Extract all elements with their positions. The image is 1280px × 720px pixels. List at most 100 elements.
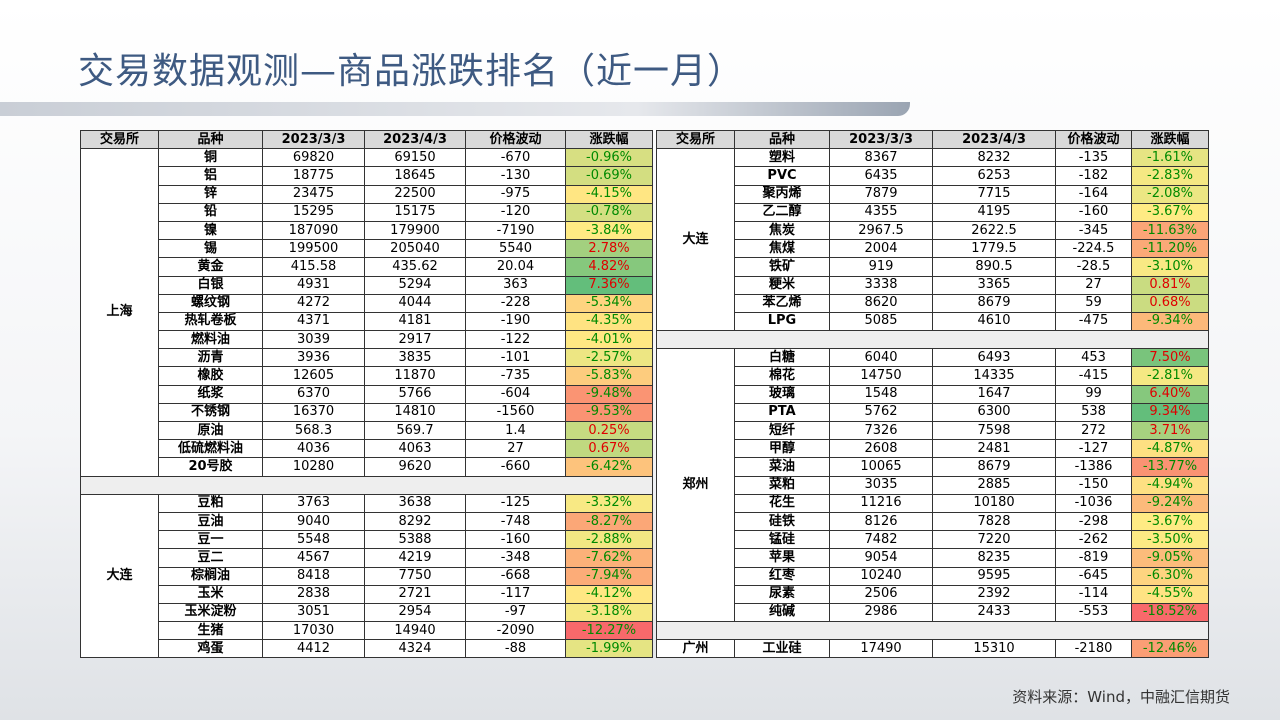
change: -224.5 (1055, 239, 1132, 259)
row: 红枣 10240 9595 -645 -6.30% (657, 566, 1209, 586)
row: 燃料油 3039 2917 -122 -4.01% (81, 330, 653, 350)
change: -120 (465, 202, 566, 222)
pct-change: -4.87% (1131, 439, 1209, 459)
price-end: 7220 (932, 530, 1056, 550)
name-cell: 硅铁 (734, 511, 830, 532)
name-cell: 热轧卷板 (158, 311, 263, 332)
row: 玻璃 1548 1647 99 6.40% (657, 384, 1209, 404)
row: 豆油 9040 8292 -748 -8.27% (81, 511, 653, 532)
price-start: 3338 (829, 275, 933, 295)
price-end: 14335 (932, 366, 1056, 386)
table: 交易所 品种 2023/3/3 2023/4/3 价格波动 涨跌幅 上海铜 69820 6915… (80, 129, 653, 659)
change: 99 (1055, 384, 1132, 404)
row: 20号胶 10280 9620 -660 -6.42% (81, 457, 653, 477)
change: -114 (1055, 584, 1132, 604)
row: 花生 11216 10180 -1036 -9.24% (657, 493, 1209, 513)
pct-change: -2.08% (1131, 184, 1209, 204)
price-start: 6370 (262, 384, 365, 404)
price-start: 11216 (829, 493, 933, 513)
pct-change: 0.67% (565, 439, 653, 459)
pct-change: -8.27% (565, 511, 653, 532)
pct-change: 0.25% (565, 420, 653, 441)
price-end: 6300 (932, 402, 1056, 423)
change: 363 (465, 275, 566, 295)
row: 铝 18775 18645 -130 -0.69% (81, 166, 653, 186)
name-cell: 花生 (734, 493, 830, 513)
price-end: 11870 (364, 366, 466, 386)
name-cell: 低硫燃料油 (158, 439, 263, 459)
price-start: 18775 (262, 166, 365, 186)
price-start: 69820 (262, 148, 365, 168)
price-start: 10280 (262, 457, 365, 477)
change: -122 (465, 330, 566, 350)
name-cell: 铝 (158, 166, 263, 186)
price-end: 22500 (364, 184, 466, 204)
gap-row (656, 330, 1209, 350)
row: 短纤 7326 7598 272 3.71% (657, 420, 1209, 441)
name-cell: 鸡蛋 (158, 639, 263, 659)
row: 热轧卷板 4371 4181 -190 -4.35% (81, 311, 653, 332)
pct-change: -6.30% (1131, 566, 1209, 586)
change: -975 (465, 184, 566, 204)
row: 菜粕 3035 2885 -150 -4.94% (657, 475, 1209, 495)
change: 1.4 (465, 420, 566, 441)
pct-change: -4.15% (565, 184, 653, 204)
name-cell: 聚丙烯 (734, 184, 830, 204)
price-end: 4044 (364, 293, 466, 313)
row: 苹果 9054 8235 -819 -9.05% (657, 548, 1209, 568)
name-cell: 甲醇 (734, 439, 830, 459)
price-start: 1548 (829, 384, 933, 404)
change: -1386 (1055, 457, 1132, 477)
price-end: 7715 (932, 184, 1056, 204)
price-end: 5766 (364, 384, 466, 404)
row: 黄金 415.58 435.62 20.04 4.82% (81, 257, 653, 277)
row: 粳米 3338 3365 27 0.81% (657, 275, 1209, 295)
name-cell: 镍 (158, 220, 263, 241)
name-cell: 锌 (158, 184, 263, 204)
name-cell: 锰硅 (734, 530, 830, 550)
pct-change: -12.27% (565, 621, 653, 641)
price-start: 3763 (262, 493, 365, 513)
change: -670 (465, 148, 566, 168)
pct-change: -9.48% (565, 384, 653, 404)
row: 生猪 17030 14940 -2090 -12.27% (81, 621, 653, 641)
pct-change: -4.55% (1131, 584, 1209, 604)
price-start: 415.58 (262, 257, 365, 277)
price-end: 2954 (364, 602, 466, 623)
price-start: 17490 (829, 639, 933, 659)
price-end: 3638 (364, 493, 466, 513)
pct-change: 0.81% (1131, 275, 1209, 295)
price-start: 2004 (829, 239, 933, 259)
change: -150 (1055, 475, 1132, 495)
price-start: 3051 (262, 602, 365, 623)
change: -182 (1055, 166, 1132, 186)
row: 铁矿 919 890.5 -28.5 -3.10% (657, 257, 1209, 277)
change: -748 (465, 511, 566, 532)
name-cell: 焦煤 (734, 239, 830, 259)
name-cell: 豆二 (158, 548, 263, 568)
change: -475 (1055, 311, 1132, 332)
pct-change: 3.71% (1131, 420, 1209, 441)
header-row: 交易所 品种 2023/3/3 2023/4/3 价格波动 涨跌幅 (80, 129, 653, 150)
name-cell: 棉花 (734, 366, 830, 386)
name-cell: 豆一 (158, 530, 263, 550)
price-start: 17030 (262, 621, 365, 641)
change: -7190 (465, 220, 566, 241)
change: -645 (1055, 566, 1132, 586)
pct-change: -1.99% (565, 639, 653, 659)
pct-change: -11.20% (1131, 239, 1209, 259)
row: 聚丙烯 7879 7715 -164 -2.08% (657, 184, 1209, 204)
price-end: 4324 (364, 639, 466, 659)
price-start: 10240 (829, 566, 933, 586)
price-start: 3936 (262, 348, 365, 368)
price-start: 2838 (262, 584, 365, 604)
pct-change: 0.68% (1131, 293, 1209, 313)
pct-change: 7.36% (565, 275, 653, 295)
price-end: 205040 (364, 239, 466, 259)
pct-change: -5.34% (565, 293, 653, 313)
row: 豆二 4567 4219 -348 -7.62% (81, 548, 653, 568)
pct-change: -2.81% (1131, 366, 1209, 386)
gap-cell (80, 475, 653, 495)
price-start: 10065 (829, 457, 933, 477)
change: 5540 (465, 239, 566, 259)
